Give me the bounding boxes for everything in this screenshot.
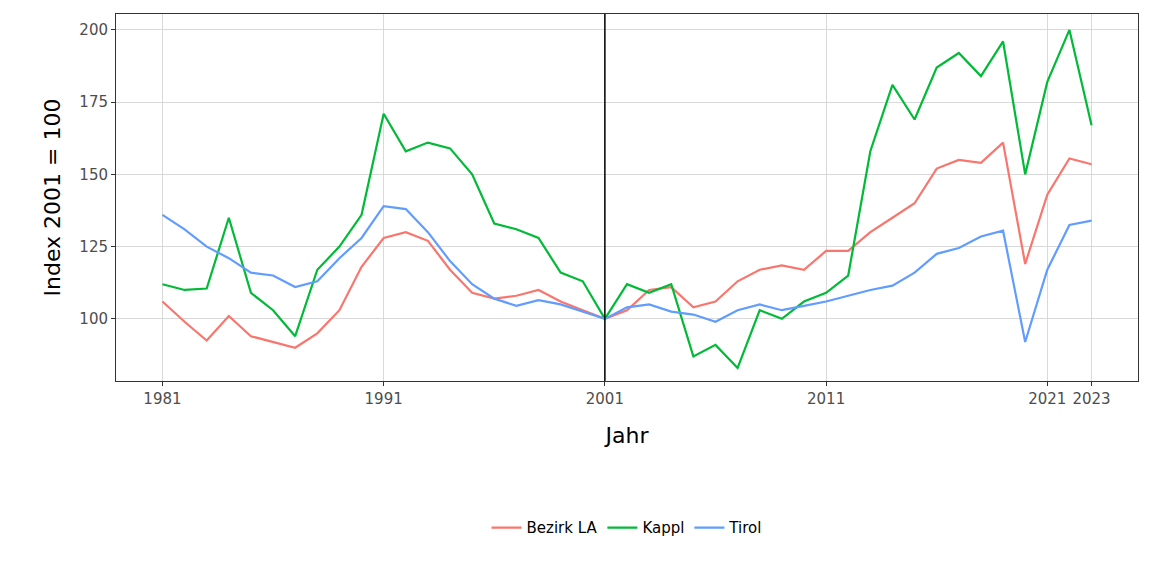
svg-text:1991: 1991	[365, 390, 403, 408]
svg-text:Bezirk LA: Bezirk LA	[527, 519, 598, 537]
svg-text:2023: 2023	[1072, 390, 1110, 408]
svg-text:125: 125	[79, 238, 108, 256]
svg-text:150: 150	[79, 166, 108, 184]
svg-text:175: 175	[79, 93, 108, 111]
svg-text:2001: 2001	[586, 390, 624, 408]
svg-text:Index 2001 = 100: Index 2001 = 100	[40, 99, 65, 297]
svg-text:2021: 2021	[1028, 390, 1066, 408]
svg-text:100: 100	[79, 310, 108, 328]
svg-text:200: 200	[79, 21, 108, 39]
svg-text:Kappl: Kappl	[642, 519, 684, 537]
svg-text:Jahr: Jahr	[604, 423, 650, 448]
svg-text:2011: 2011	[807, 390, 845, 408]
svg-text:Tirol: Tirol	[728, 519, 761, 537]
svg-text:1981: 1981	[143, 390, 181, 408]
